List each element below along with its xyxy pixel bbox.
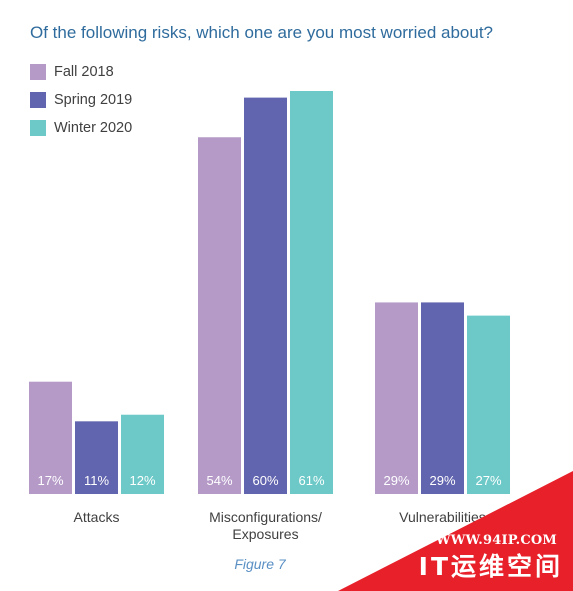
data-label: 54% (206, 473, 232, 488)
data-label: 61% (298, 473, 324, 488)
bar-winter-2020-0 (121, 414, 164, 494)
figure-caption: Figure 7 (234, 556, 286, 572)
category-label: Exposures (232, 526, 298, 542)
watermark: WWW.94IP.COM IT运维空间 (338, 471, 573, 591)
data-label: 17% (37, 473, 63, 488)
legend-swatch-fall-2018 (30, 64, 46, 80)
data-label: 12% (129, 473, 155, 488)
bar-fall-2018-1 (198, 137, 241, 494)
bar-fall-2018-2 (375, 302, 418, 494)
legend-label-spring-2019: Spring 2019 (54, 92, 133, 108)
data-label: 29% (383, 473, 409, 488)
watermark-triangle (338, 471, 573, 591)
data-label: 27% (475, 473, 501, 488)
bar-spring-2019-1 (244, 97, 287, 494)
legend-item-spring-2019: Spring 2019 (30, 86, 132, 114)
watermark-url: WWW.94IP.COM (435, 533, 557, 548)
bar-spring-2019-2 (421, 302, 464, 494)
data-label: 60% (252, 473, 278, 488)
legend-item-winter-2020: Winter 2020 (30, 114, 132, 142)
legend-label-winter-2020: Winter 2020 (54, 120, 133, 136)
legend: Fall 2018 Spring 2019 Winter 2020 (30, 58, 132, 142)
data-label: 11% (84, 473, 109, 488)
data-label: 29% (429, 473, 455, 488)
bar-winter-2020-1 (290, 91, 333, 494)
bar-fall-2018-0 (29, 381, 72, 494)
category-label: Vulnerabilities (399, 509, 486, 525)
legend-label-fall-2018: Fall 2018 (54, 64, 114, 80)
watermark-name: IT运维空间 (418, 552, 563, 581)
bar-winter-2020-2 (467, 315, 510, 494)
legend-item-fall-2018: Fall 2018 (30, 58, 132, 86)
category-label: Attacks (74, 509, 120, 525)
legend-swatch-winter-2020 (30, 120, 46, 136)
legend-swatch-spring-2019 (30, 92, 46, 108)
chart-title: Of the following risks, which one are yo… (30, 23, 494, 42)
category-label: Misconfigurations/ (209, 509, 322, 525)
bar-spring-2019-0 (75, 421, 118, 494)
